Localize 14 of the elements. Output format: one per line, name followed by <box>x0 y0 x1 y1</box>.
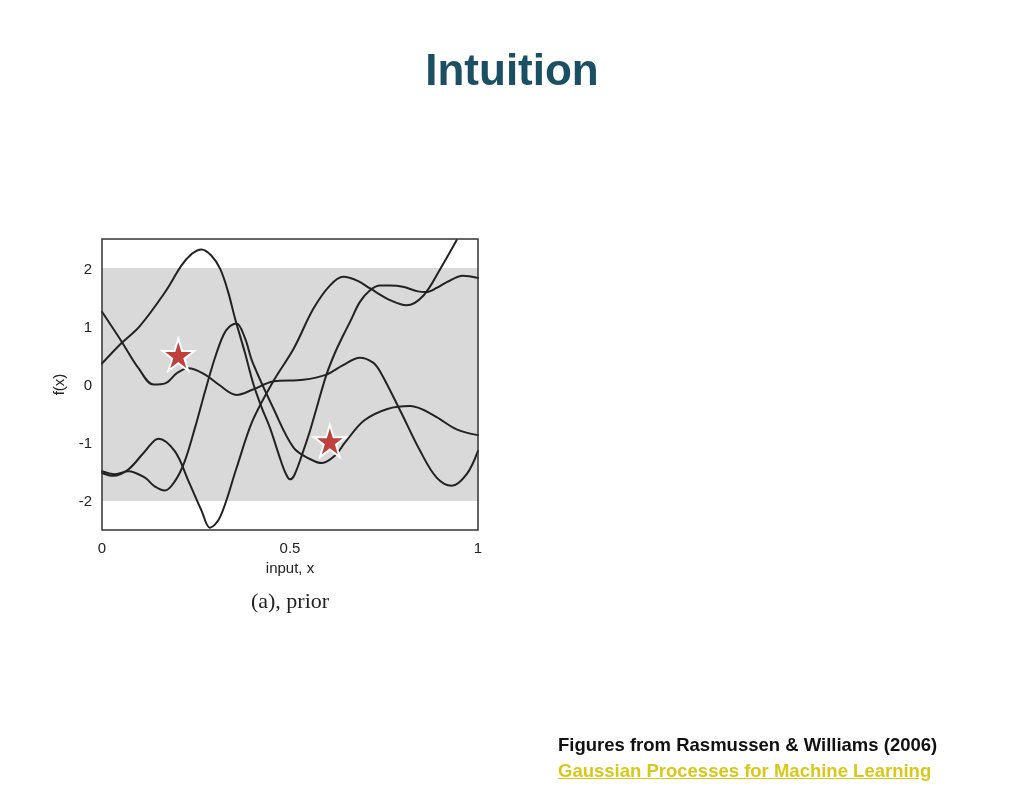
y-tick-label: -2 <box>78 492 92 510</box>
x-tick-label: 0.5 <box>279 539 301 556</box>
text: Figures from Rasmussen & Williams (2006) <box>558 734 938 756</box>
y-tick-label: 2 <box>83 259 92 277</box>
y-tick-label: -1 <box>78 434 92 452</box>
x-axis-title: input, x <box>265 559 315 576</box>
x-tick-label: 1 <box>473 539 483 556</box>
y-tick-label: 1 <box>83 317 92 335</box>
y-axis-title: f(x) <box>50 373 67 396</box>
y-tick-label: 0 <box>83 376 92 393</box>
text: (a), prior <box>250 588 330 614</box>
chart-title: Intuition <box>425 44 599 94</box>
x-tick-label: 0 <box>97 539 107 556</box>
text: Gaussian Processes for Machine Learning <box>558 760 932 782</box>
